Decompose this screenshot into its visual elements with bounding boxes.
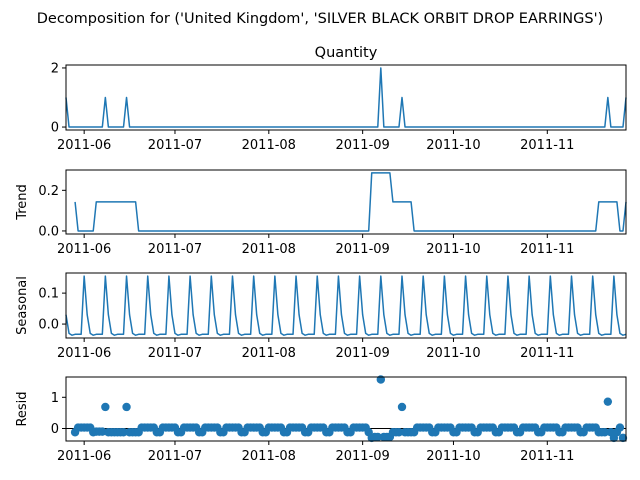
y-tick-label: 0 [51,422,59,437]
subplot-title: Quantity [315,45,378,61]
resid-point [600,428,610,437]
resid-point [615,423,625,432]
x-tick-label: 2011-07 [148,346,202,361]
x-tick-label: 2011-09 [335,242,389,257]
axes-frame-2 [65,169,627,235]
x-tick-label: 2011-10 [426,346,480,361]
y-axis-label: Seasonal [15,276,30,335]
x-tick-label: 2011-08 [242,242,296,257]
x-tick-label: 2011-08 [242,138,296,153]
x-tick-label: 2011-08 [242,346,296,361]
axes-frame-1 [65,64,627,131]
resid-point [122,402,131,412]
x-tick-label: 2011-11 [520,346,574,361]
series-line-3 [65,275,627,336]
x-tick-label: 2011-08 [242,449,296,464]
x-tick-label: 2011-10 [426,138,480,153]
y-axis-label: Trend [15,184,30,221]
axes-frame-4 [65,376,627,442]
y-tick-label: 0.0 [38,224,59,239]
x-tick-label: 2011-11 [520,242,574,257]
x-tick-label: 2011-09 [335,138,389,153]
x-tick-label: 2011-06 [57,346,111,361]
x-tick-label: 2011-07 [148,449,202,464]
y-tick-label: 0.2 [38,184,59,199]
x-tick-label: 2011-11 [520,138,574,153]
series-line-1 [65,67,627,128]
y-tick-label: 0.0 [38,318,59,333]
resid-point [373,432,382,442]
subplot-panels: 0 2 2011-06 2011-07 2011-08 2011-09 2011-10 201… [15,45,628,464]
x-tick-label: 2011-10 [426,449,480,464]
x-tick-label: 2011-09 [335,346,389,361]
subplot-1: 0 2 2011-06 2011-07 2011-08 2011-09 2011-10 201… [51,45,627,153]
y-axis-label: Resid [15,391,30,426]
resid-point [98,427,107,436]
x-tick-label: 2011-06 [57,449,111,464]
y-tick-label: 0.1 [38,287,59,302]
y-tick-label: 2 [51,61,59,76]
resid-point [394,428,404,437]
subplot-3: 0.0 0.1 2011-06 2011-07 2011-08 2011-09 2011-1… [15,272,627,361]
x-tick-label: 2011-10 [426,242,480,257]
x-tick-label: 2011-07 [148,242,202,257]
x-tick-label: 2011-06 [57,242,111,257]
resid-point [603,397,613,406]
series-line-2 [74,172,627,232]
y-tick-label: 1 [51,391,59,406]
resid-point [119,428,128,437]
x-tick-label: 2011-09 [335,449,389,464]
resid-point [618,433,628,443]
resid-point [101,402,110,412]
resid-point [397,402,407,412]
x-tick-label: 2011-06 [57,138,111,153]
subplot-2: 0.0 0.2 2011-06 2011-07 2011-08 2011-09 2011-1… [15,169,627,257]
figure-suptitle: Decomposition for ('United Kingdom', 'SI… [37,11,603,27]
subplot-4: 0 1 2011-06 2011-07 2011-08 2011-09 2011-10 201… [15,375,628,464]
y-tick-label: 0 [51,121,59,136]
axes-frame-3 [65,272,627,339]
x-tick-label: 2011-07 [148,138,202,153]
x-tick-label: 2011-11 [520,449,574,464]
